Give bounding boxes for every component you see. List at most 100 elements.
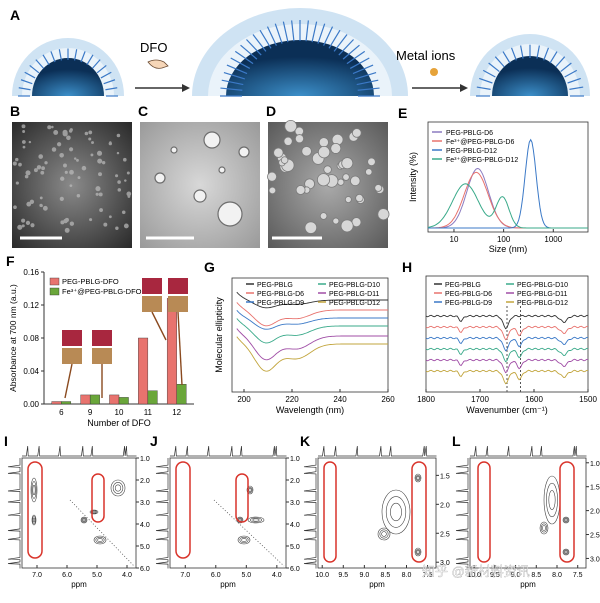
- shell-chain: [226, 64, 248, 75]
- nanoparticle: [304, 221, 318, 234]
- legend-entry: PEG-PBLG-D6: [257, 291, 304, 298]
- series-line: [425, 369, 589, 385]
- hand-icon: [147, 59, 169, 69]
- x-tick-label: 9: [88, 408, 93, 417]
- nanoparticle: [17, 224, 23, 230]
- axes-frame: [169, 457, 287, 569]
- shell-chain: [356, 79, 379, 86]
- x-tick-label: 10: [450, 235, 459, 244]
- nanoparticle: [154, 172, 166, 184]
- shell-chain: [86, 54, 94, 66]
- legend-entry: PEG-PBLG: [257, 282, 293, 289]
- nanoparticle: [115, 226, 119, 231]
- x-tick-label: 4.0: [122, 572, 132, 579]
- contour: [95, 536, 105, 544]
- x-axis-label: ppm: [369, 580, 385, 589]
- y-axis-label: Molecular ellipticity: [214, 297, 224, 373]
- nanoparticle: [349, 175, 361, 187]
- nanoparticle: [15, 181, 19, 185]
- diagonal: [69, 499, 135, 567]
- x-tick-label: 1000: [544, 235, 562, 244]
- x-axis-label: Wavelength (nm): [276, 405, 344, 415]
- panel-label-e: E: [398, 105, 407, 121]
- shell-chain: [349, 57, 370, 69]
- bar: [176, 384, 187, 405]
- nanoparticle: [101, 160, 106, 165]
- series-line: [425, 347, 589, 363]
- projection-1d: [470, 445, 587, 457]
- nanoparticle: [41, 166, 45, 171]
- projection-1d: [455, 458, 469, 569]
- x-tick-label: 1500: [579, 395, 597, 404]
- vial-photo: [168, 278, 188, 294]
- x-tick-label: 240: [333, 395, 347, 404]
- y-tick-label: 0.00: [23, 400, 39, 409]
- contour: [540, 523, 548, 533]
- x-tick-label: 7.5: [423, 572, 433, 579]
- nanoparticle: [30, 223, 35, 228]
- shell-chain: [74, 49, 78, 61]
- axes-frame: [469, 457, 587, 569]
- contour: [546, 482, 558, 518]
- nanoparticle: [88, 137, 92, 141]
- nanoparticle: [342, 173, 350, 181]
- contour: [381, 531, 387, 537]
- diagonal: [213, 499, 285, 567]
- nanoparticle: [332, 217, 340, 225]
- legend-entry: PEG-PBLG: [445, 282, 481, 289]
- shell-chain: [252, 34, 267, 52]
- nmr-j: 7.0 6.0 5.0 4.0 ppm 1.0 2.0 3.0 4.0 5.0 6.0: [155, 445, 300, 589]
- nanoparticle: [28, 140, 32, 144]
- nanoparticle: [170, 146, 178, 154]
- contour: [31, 481, 37, 499]
- contour: [415, 548, 421, 556]
- shell-chain: [494, 56, 505, 68]
- vial-photo: [142, 296, 162, 312]
- nanoparticle: [91, 141, 95, 145]
- shell-chain: [274, 23, 283, 44]
- y-tick-label: 1.0: [590, 461, 600, 468]
- y-tick-label: 5.0: [140, 544, 150, 551]
- nanoparticle: [42, 205, 48, 211]
- x-tick-label: 9.0: [359, 572, 369, 579]
- contour: [390, 502, 402, 522]
- shell-chain: [323, 26, 334, 46]
- shell-chain: [246, 39, 262, 56]
- shell-chain: [510, 47, 517, 61]
- shell-chain: [305, 20, 309, 42]
- contour: [381, 489, 411, 535]
- nanoparticle: [318, 137, 329, 148]
- metal-arrow: Metal ions: [396, 48, 468, 92]
- nanoparticle: [99, 208, 103, 212]
- nanoparticle: [76, 194, 81, 198]
- y-tick-label: 5.0: [290, 544, 300, 551]
- nanoparticle: [12, 161, 17, 166]
- panel-label-i: I: [4, 433, 8, 449]
- nanoparticle: [69, 169, 74, 175]
- highlight-ellipse: [235, 473, 249, 523]
- nanoparticle: [116, 133, 121, 138]
- y-tick-label: 3.0: [290, 500, 300, 507]
- panel-label-j: J: [150, 433, 158, 449]
- x-tick-label: 9.5: [338, 572, 348, 579]
- y-tick-label: 3.0: [440, 560, 450, 567]
- y-axis-label: Intensity (%): [408, 152, 418, 202]
- shell-chain: [282, 21, 289, 43]
- contour: [31, 514, 37, 526]
- shell-chain: [569, 86, 584, 90]
- nanoparticle: [377, 208, 390, 221]
- shell-chain: [567, 77, 581, 84]
- contour: [241, 538, 247, 542]
- panel-label-a: A: [10, 7, 20, 23]
- nmr-i: 7.0 6.0 5.0 4.0 ppm 1.0 2.0 3.0 4.0 5.0 6.0: [7, 445, 150, 589]
- shell-chain: [24, 71, 36, 79]
- contour: [252, 518, 260, 522]
- axes-frame: [427, 121, 589, 233]
- shell-chain: [240, 44, 258, 60]
- projection-1d: [155, 458, 169, 569]
- nanoparticle: [73, 157, 77, 160]
- shell-chain: [476, 86, 491, 90]
- y-tick-label: 1.5: [590, 485, 600, 492]
- x-tick-label: 9.5: [490, 572, 500, 579]
- legend-entry: Fe³⁺@PEG-PBLG-D12: [446, 157, 518, 164]
